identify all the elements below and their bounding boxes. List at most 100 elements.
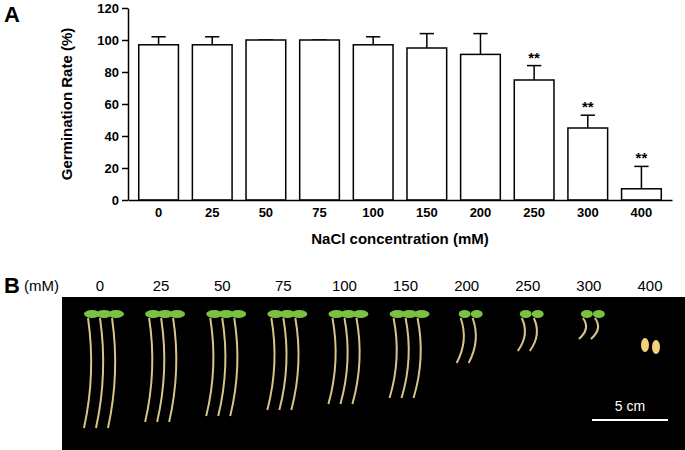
significance-label: **	[528, 49, 540, 66]
seedling-leaf	[169, 310, 185, 318]
bar	[192, 45, 232, 200]
error-bar	[473, 34, 487, 55]
x-tick-label: 300	[577, 205, 599, 220]
x-tick-label: 75	[312, 205, 326, 220]
y-tick-mark	[122, 72, 128, 74]
bar	[246, 40, 286, 200]
y-tick: 120	[97, 1, 128, 16]
x-tick: 300	[577, 200, 599, 220]
significance-label: **	[636, 149, 648, 166]
error-bar-stem	[480, 34, 482, 55]
error-bar-cap	[366, 36, 380, 38]
seedling-root	[206, 318, 213, 416]
bar	[353, 45, 393, 200]
y-tick-mark	[122, 104, 128, 106]
y-tick-label: 60	[105, 97, 119, 112]
seedling-leaf	[352, 310, 368, 318]
x-tick: 250	[523, 200, 545, 220]
bar	[407, 48, 447, 200]
concentration-label: 25	[153, 277, 170, 294]
error-bar-cap	[420, 33, 434, 35]
bar	[300, 40, 340, 200]
seedling-illustration	[328, 310, 368, 404]
seedling-root	[390, 318, 397, 398]
concentration-label: 50	[214, 277, 231, 294]
x-tick: 400	[631, 200, 653, 220]
seedling-illustration	[267, 310, 307, 410]
concentration-label: 250	[515, 277, 540, 294]
x-tick: 100	[362, 200, 384, 220]
seedling-root	[267, 318, 274, 410]
seedling-root	[96, 318, 103, 428]
concentration-label: 100	[332, 277, 357, 294]
seedling-illustration	[390, 310, 430, 398]
scale-bar-label: 5 cm	[615, 398, 645, 414]
concentration-label: 400	[637, 277, 662, 294]
seed	[652, 340, 660, 354]
error-bar-stem	[372, 37, 374, 45]
x-tick-label: 400	[631, 205, 653, 220]
x-tick-label: 200	[470, 205, 492, 220]
y-tick-label: 100	[97, 33, 119, 48]
seedling-root	[457, 318, 464, 363]
x-tick-label: 25	[205, 205, 219, 220]
seedling-root	[279, 318, 286, 410]
seedling-leaf	[520, 310, 532, 318]
y-tick: 40	[105, 129, 128, 144]
bar	[568, 128, 608, 200]
y-tick-mark	[122, 168, 128, 170]
seedling-illustration	[145, 310, 185, 422]
seedling-illustration	[457, 310, 483, 363]
seedling-leaf	[108, 310, 124, 318]
x-axis-line	[129, 200, 673, 202]
x-axis: 0255075100150200250300400	[129, 200, 673, 220]
seedling-illustration	[641, 338, 660, 354]
concentration-label: 150	[393, 277, 418, 294]
seedling-leaf	[459, 310, 471, 318]
y-tick-mark	[122, 200, 128, 202]
bar	[622, 189, 662, 200]
x-tick: 0	[155, 200, 162, 220]
x-tick: 200	[470, 200, 492, 220]
concentration-label: 200	[454, 277, 479, 294]
error-bar	[581, 115, 595, 128]
x-tick: 25	[205, 200, 219, 220]
seedling-leaf	[414, 310, 430, 318]
bar	[461, 54, 501, 200]
seedling-root	[108, 318, 115, 428]
seedling-root	[291, 318, 298, 410]
unit-label: (mM)	[24, 277, 59, 294]
error-bar-stem	[641, 166, 643, 188]
seedling-root	[145, 318, 152, 422]
y-tick-mark	[122, 8, 128, 10]
y-tick-label: 80	[105, 65, 119, 80]
error-bar	[634, 166, 648, 188]
seedling-root	[414, 318, 421, 398]
seedling-root	[340, 318, 347, 404]
error-bar-cap	[473, 33, 487, 35]
scale-bar	[592, 419, 668, 421]
bar	[514, 80, 554, 200]
y-tick-label: 120	[97, 1, 119, 16]
seedling-root	[591, 318, 598, 339]
error-bar	[366, 37, 380, 45]
seedling-illustration	[518, 310, 544, 351]
error-bar	[527, 66, 541, 80]
seedling-root	[352, 318, 359, 404]
y-tick: 80	[105, 65, 128, 80]
error-bar-stem	[587, 115, 589, 128]
seedling-root	[169, 318, 176, 422]
x-tick-label: 0	[155, 205, 162, 220]
y-tick: 100	[97, 33, 128, 48]
photo-background	[62, 297, 685, 450]
y-tick-label: 0	[112, 193, 119, 208]
seedling-root	[84, 318, 91, 428]
y-axis: 020406080100120	[97, 1, 128, 208]
seedling-root	[328, 318, 335, 404]
x-tick-label: 250	[523, 205, 545, 220]
seedling-leaf	[593, 310, 605, 318]
seedling-illustration	[579, 310, 605, 339]
y-tick-mark	[122, 136, 128, 138]
seed	[641, 338, 649, 352]
seedling-root	[218, 318, 225, 416]
